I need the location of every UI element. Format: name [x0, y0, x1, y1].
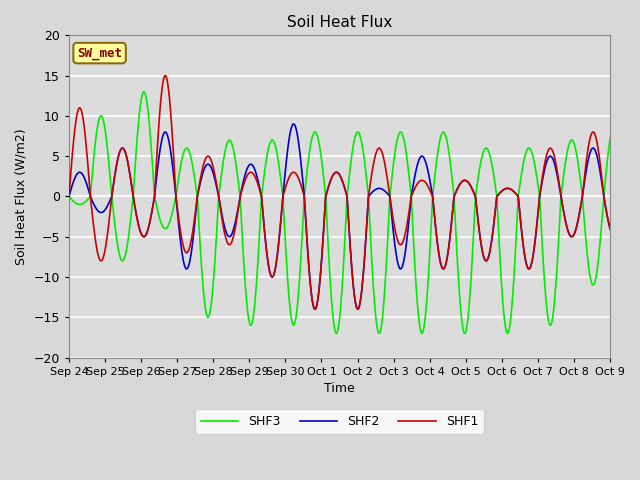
SHF2 — [290, 121, 298, 127]
SHF1 — [205, 153, 212, 159]
Line: SHF3: SHF3 — [69, 92, 640, 333]
SHF3 — [205, 314, 212, 320]
SHF3 — [525, 145, 532, 151]
SHF3 — [65, 193, 73, 199]
SHF1 — [311, 306, 319, 312]
SHF1 — [161, 73, 169, 79]
SHF2 — [266, 270, 274, 276]
SHF2 — [497, 189, 504, 195]
SHF1 — [266, 270, 274, 276]
SHF3 — [333, 330, 340, 336]
SHF2 — [65, 193, 73, 199]
X-axis label: Time: Time — [324, 382, 355, 395]
Legend: SHF3, SHF2, SHF1: SHF3, SHF2, SHF1 — [195, 409, 484, 434]
SHF1 — [497, 189, 504, 195]
SHF2 — [266, 268, 273, 274]
SHF3 — [140, 89, 148, 95]
SHF3 — [81, 200, 88, 205]
SHF2 — [525, 266, 532, 272]
SHF1 — [267, 272, 275, 277]
Line: SHF1: SHF1 — [69, 76, 640, 309]
Title: Soil Heat Flux: Soil Heat Flux — [287, 15, 392, 30]
SHF3 — [266, 140, 274, 145]
SHF2 — [204, 161, 212, 167]
Text: SW_met: SW_met — [77, 47, 122, 60]
SHF3 — [267, 139, 275, 144]
Y-axis label: Soil Heat Flux (W/m2): Soil Heat Flux (W/m2) — [15, 128, 28, 265]
SHF2 — [311, 306, 319, 312]
SHF1 — [525, 266, 532, 272]
Line: SHF2: SHF2 — [69, 124, 640, 309]
SHF1 — [65, 193, 73, 199]
SHF2 — [81, 175, 88, 180]
SHF1 — [81, 125, 88, 131]
SHF3 — [497, 267, 504, 273]
